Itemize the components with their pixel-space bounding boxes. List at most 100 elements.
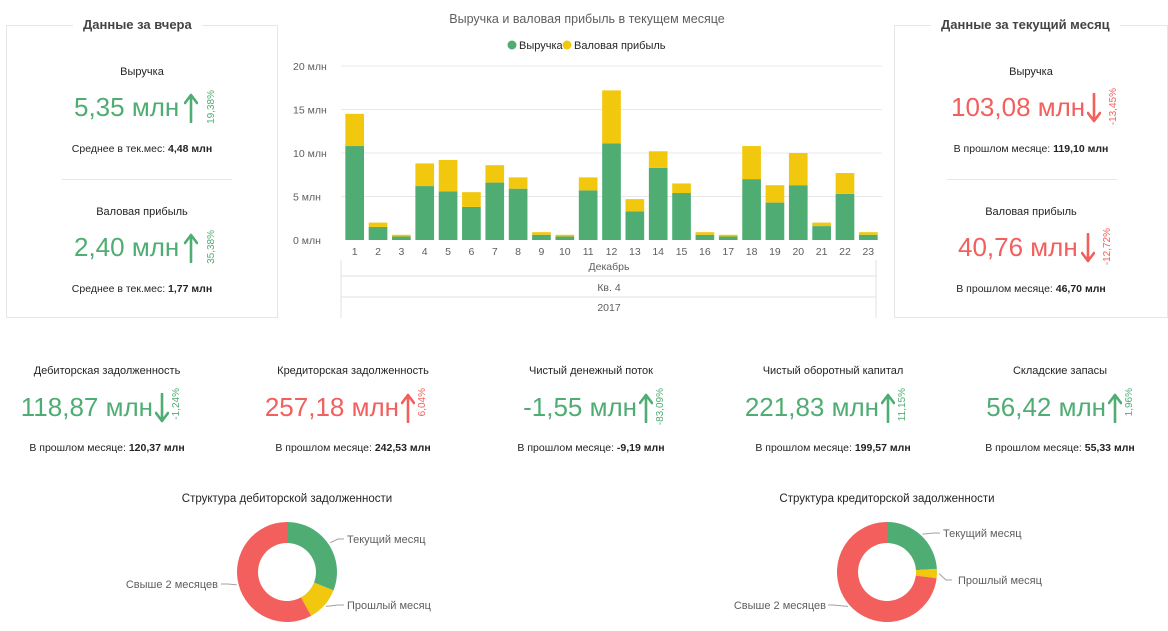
payables-structure-donut: Структура кредиторской задолженности Теку…	[734, 493, 1043, 622]
bar-segment[interactable]	[648, 167, 668, 240]
bar-segment[interactable]	[438, 159, 458, 192]
bar-segment[interactable]	[578, 190, 598, 240]
yesterday-card-title: Данные за вчера	[73, 17, 202, 32]
donut-slice[interactable]	[300, 582, 334, 616]
y-tick-label: 0 млн	[293, 235, 321, 247]
bar-segment[interactable]	[485, 165, 505, 183]
x-tick-label: 22	[839, 246, 851, 258]
arrow-up-icon	[401, 393, 415, 423]
yesterday-profit-value: 2,40 млн	[74, 232, 180, 262]
bar-segment[interactable]	[812, 222, 831, 227]
bar-segment[interactable]	[508, 188, 528, 240]
bar-segment[interactable]	[695, 234, 715, 240]
bar-segment[interactable]	[345, 113, 365, 147]
yesterday-revenue-sub: Среднее в тек.мес: 4,48 млн	[71, 143, 213, 155]
current-month-card	[894, 25, 1168, 318]
bar-segment[interactable]	[788, 185, 808, 240]
bar-segment[interactable]	[718, 234, 738, 237]
legend-marker	[507, 40, 517, 50]
bar-segment[interactable]	[812, 226, 831, 240]
x-tick-label: 3	[398, 246, 404, 258]
donut-slice[interactable]	[915, 568, 937, 579]
arrow-up-icon	[639, 393, 653, 423]
current-revenue-label: Выручка	[1009, 66, 1053, 78]
bar-segment[interactable]	[858, 234, 878, 240]
current-revenue-pct: -13,45%	[1108, 88, 1119, 126]
arrow-up-icon	[184, 93, 198, 123]
donut-slice-label: Свыше 2 месяцев	[126, 579, 218, 591]
leader-line	[922, 532, 940, 535]
bar-segment[interactable]	[368, 226, 388, 240]
donut-slice[interactable]	[887, 522, 937, 571]
bar-segment[interactable]	[555, 234, 575, 237]
donut-slice[interactable]	[236, 522, 312, 622]
x-tick-label: 19	[769, 246, 781, 258]
bar-segment[interactable]	[462, 192, 481, 207]
current-revenue-value: 103,08 млн	[951, 92, 1086, 122]
bar-segment[interactable]	[415, 186, 435, 240]
donut-slice[interactable]	[837, 522, 937, 622]
bar-segment[interactable]	[672, 193, 691, 240]
x-tick-label: 13	[629, 246, 641, 258]
x-tick-label: 11	[583, 246, 594, 258]
bar-segment[interactable]	[765, 185, 785, 203]
yesterday-card	[6, 25, 278, 318]
bar-segment[interactable]	[392, 234, 411, 237]
revenue-profit-bar-chart: Выручка и валовая прибыль в текущем меся…	[293, 12, 882, 318]
bar-segment[interactable]	[345, 146, 365, 240]
bar-segment[interactable]	[602, 90, 621, 144]
bar-segment[interactable]	[578, 177, 598, 191]
yesterday-profit-pct: 35,38%	[206, 230, 217, 264]
bar-segment[interactable]	[742, 146, 761, 180]
bar-segment[interactable]	[625, 199, 645, 212]
bar-segment[interactable]	[648, 151, 668, 168]
bar-segment[interactable]	[835, 173, 855, 194]
x-tick-label: 20	[792, 246, 804, 258]
bar-segment[interactable]	[835, 193, 855, 240]
bar-segment[interactable]	[602, 143, 621, 240]
bar-segment[interactable]	[718, 236, 738, 240]
x-tick-label: 12	[606, 246, 618, 258]
x-hierarchy-label: Декабрь	[589, 261, 630, 273]
arrow-up-icon	[881, 393, 895, 423]
kpi-pct: -1,24%	[171, 388, 182, 420]
bar-segment[interactable]	[672, 183, 691, 194]
leader-line	[828, 604, 849, 607]
kpi-label: Кредиторская задолженность	[277, 365, 429, 377]
bar-segment[interactable]	[438, 191, 458, 240]
bar-segment[interactable]	[415, 163, 435, 187]
donut-slice-label: Прошлый месяц	[347, 600, 432, 612]
bar-segment[interactable]	[765, 202, 785, 240]
kpi-pct: -83,09%	[655, 388, 666, 426]
bar-segment[interactable]	[508, 177, 528, 189]
x-tick-label: 4	[422, 246, 428, 258]
yesterday-divider	[62, 179, 232, 180]
kpi-label: Складские запасы	[1012, 365, 1108, 377]
bar-segment[interactable]	[742, 179, 761, 240]
kpi-card: Кредиторская задолженность 257,18 млн 6,04…	[235, 360, 471, 460]
legend-label: Выручка	[519, 40, 564, 52]
bar-segment[interactable]	[555, 236, 575, 240]
x-tick-label: 18	[746, 246, 758, 258]
donut-slice[interactable]	[287, 522, 337, 591]
kpi-label: Дебиторская задолженность	[33, 365, 181, 377]
bar-segment[interactable]	[462, 206, 481, 240]
bar-segment[interactable]	[392, 236, 411, 240]
bar-segment[interactable]	[788, 153, 808, 186]
kpi-value: 56,42 млн	[986, 392, 1106, 422]
bar-segment[interactable]	[625, 211, 645, 240]
x-tick-label: 17	[722, 246, 734, 258]
leader-line	[329, 538, 344, 544]
bar-segment[interactable]	[695, 232, 715, 235]
bar-segment[interactable]	[532, 234, 551, 240]
kpi-value: 118,87 млн	[20, 392, 153, 422]
bar-segment[interactable]	[532, 232, 551, 235]
x-tick-label: 16	[699, 246, 711, 258]
bar-segment[interactable]	[368, 222, 388, 227]
bar-segment[interactable]	[485, 182, 505, 240]
yesterday-profit-label: Валовая прибыль	[96, 206, 188, 218]
bar-segment[interactable]	[858, 232, 878, 235]
kpi-value: -1,55 млн	[523, 392, 637, 422]
yesterday-revenue-value: 5,35 млн	[74, 92, 180, 122]
kpi-value: 221,83 млн	[744, 392, 879, 422]
